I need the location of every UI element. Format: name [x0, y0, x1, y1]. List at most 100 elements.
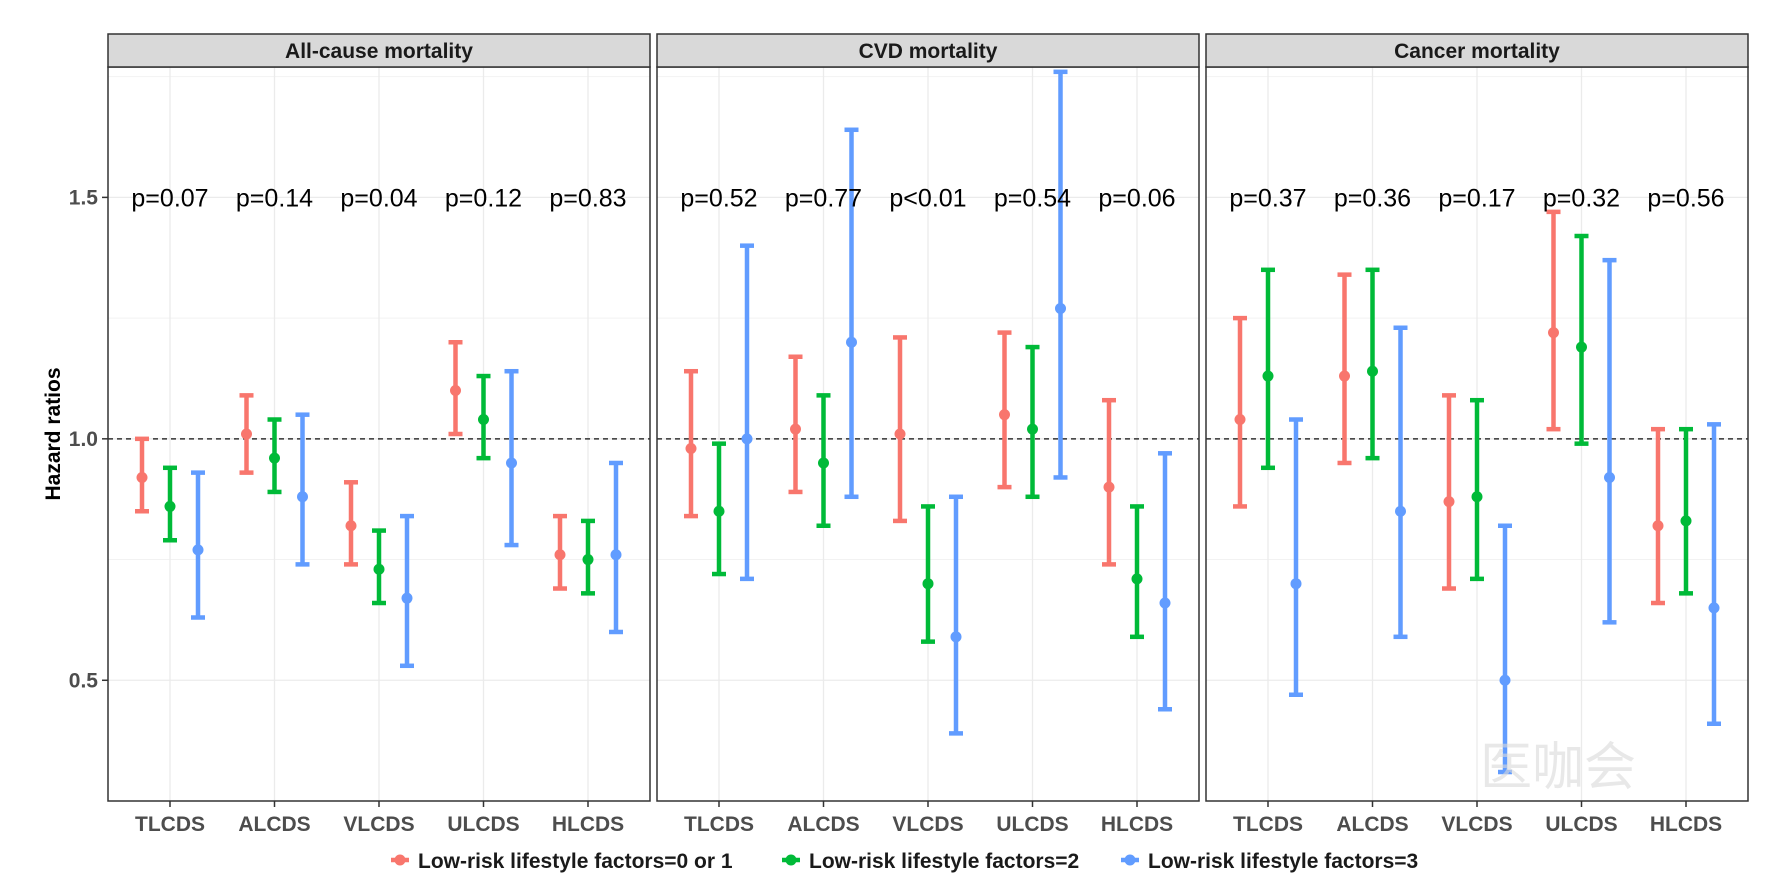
estimate-point [506, 457, 517, 469]
panels: p=0.07 p=0.14 p=0.04 p=0.12 p=0.83 All-cause … [107, 33, 1749, 836]
x-tick-label: VLCDS [1441, 813, 1512, 836]
p-value-label: p=0.77 [785, 184, 862, 212]
errorbar-VLCDS-series-2 [921, 504, 935, 644]
errorbar-TLCDS-series-3 [1289, 417, 1303, 698]
p-value-label: p=0.32 [1543, 184, 1620, 212]
estimate-point [922, 578, 934, 590]
estimate-point [1576, 341, 1587, 353]
panel-2: p=0.52 p=0.77 p<0.01 p=0.54 p=0.06 CVD mortal… [656, 33, 1200, 836]
estimate-point [582, 554, 594, 566]
estimate-point [790, 423, 801, 435]
y-axis-label: Hazard ratios [42, 367, 65, 500]
legend-key-point [785, 854, 797, 866]
panel-3: p=0.37 p=0.36 p=0.17 p=0.32 p=0.56 Cancer mor… [1205, 33, 1749, 836]
estimate-point [297, 491, 308, 503]
x-tick-label: ALCDS [1336, 813, 1408, 836]
panel-title: Cancer mortality [1394, 40, 1560, 63]
y-tick-label: 1.5 [69, 186, 99, 209]
estimate-point [1131, 573, 1143, 585]
errorbar-HLCDS-series-3 [609, 460, 623, 635]
legend-label: Low-risk lifestyle factors=0 or 1 [418, 850, 733, 873]
errorbar-ULCDS-series-1 [997, 330, 1012, 490]
x-tick-label: TLCDS [135, 813, 205, 836]
errorbar-VLCDS-series-3 [1498, 523, 1512, 775]
estimate-point [1159, 597, 1171, 609]
estimate-point [554, 549, 566, 561]
x-tick-label: ALCDS [787, 813, 859, 836]
estimate-point [1027, 423, 1038, 435]
estimate-point [1262, 370, 1274, 382]
errorbar-HLCDS-series-3 [1158, 451, 1172, 712]
estimate-point [818, 457, 829, 469]
estimate-point [478, 414, 489, 426]
errorbar-HLCDS-series-2 [1130, 504, 1144, 640]
p-value-label: p=0.56 [1647, 184, 1724, 212]
estimate-point [950, 631, 962, 643]
p-value-label: p=0.36 [1334, 184, 1411, 212]
panel-1: p=0.07 p=0.14 p=0.04 p=0.12 p=0.83 All-cause … [107, 33, 651, 836]
y-tick-label: 1.0 [69, 428, 98, 451]
estimate-point [846, 336, 857, 348]
estimate-point [401, 592, 413, 604]
errorbar-ULCDS-series-2 [1574, 233, 1589, 446]
x-tick-label: VLCDS [343, 813, 414, 836]
errorbar-ULCDS-series-1 [1546, 209, 1561, 432]
errorbar-HLCDS-series-1 [1102, 397, 1116, 567]
estimate-point [1499, 674, 1511, 686]
errorbar-ALCDS-series-2 [1365, 267, 1380, 461]
x-tick-label: TLCDS [1233, 813, 1303, 836]
estimate-point [713, 505, 725, 517]
x-tick-label: VLCDS [892, 813, 963, 836]
errorbar-VLCDS-series-1 [893, 335, 907, 524]
strip-background [656, 33, 1200, 68]
errorbar-VLCDS-series-3 [400, 513, 414, 669]
estimate-point [1548, 327, 1559, 339]
strip-background [107, 33, 651, 68]
estimate-point [685, 442, 697, 454]
errorbar-TLCDS-series-3 [191, 470, 205, 620]
estimate-point [164, 500, 176, 512]
y-tick-label: 0.5 [69, 669, 99, 692]
errorbar-HLCDS-series-3 [1707, 422, 1721, 726]
errorbar-ULCDS-series-3 [504, 368, 519, 548]
errorbar-TLCDS-series-1 [1233, 315, 1247, 509]
estimate-point [999, 409, 1010, 421]
legend: Low-risk lifestyle factors=0 or 1 Low-ris… [391, 850, 1418, 873]
errorbar-ALCDS-series-3 [844, 127, 859, 500]
p-value-label: p=0.17 [1438, 184, 1515, 212]
x-tick-label: ULCDS [447, 813, 519, 836]
errorbar-ALCDS-series-1 [239, 393, 254, 475]
estimate-point [1055, 302, 1066, 314]
errorbar-ULCDS-series-3 [1602, 257, 1617, 625]
errorbar-TLCDS-series-2 [163, 465, 177, 543]
panel-title: All-cause mortality [285, 40, 473, 63]
p-value-label: p=0.07 [131, 184, 208, 212]
estimate-point [1290, 578, 1302, 590]
p-value-label: p=0.37 [1229, 184, 1306, 212]
errorbar-VLCDS-series-1 [1442, 393, 1456, 591]
errorbar-ALCDS-series-2 [816, 393, 831, 528]
estimate-point [450, 385, 461, 397]
estimate-point [136, 471, 148, 483]
errorbar-HLCDS-series-1 [1651, 426, 1665, 606]
legend-item-1: Low-risk lifestyle factors=0 or 1 [391, 850, 733, 873]
errorbar-TLCDS-series-2 [1261, 267, 1275, 471]
estimate-point [1103, 481, 1115, 493]
legend-item-2: Low-risk lifestyle factors=2 [782, 850, 1079, 873]
estimate-point [741, 433, 753, 445]
x-tick-label: ULCDS [996, 813, 1068, 836]
errorbar-ALCDS-series-3 [1393, 325, 1408, 640]
errorbar-TLCDS-series-3 [740, 243, 754, 582]
estimate-point [1443, 496, 1455, 508]
estimate-point [241, 428, 252, 440]
x-tick-label: HLCDS [1650, 813, 1722, 836]
errorbar-VLCDS-series-2 [372, 528, 386, 606]
errorbar-ALCDS-series-2 [267, 417, 282, 495]
x-tick-label: ULCDS [1545, 813, 1617, 836]
p-value-label: p=0.52 [680, 184, 757, 212]
watermark-text: 医咖会 [1480, 738, 1636, 798]
watermark: 医咖会 [1480, 738, 1636, 798]
estimate-point [1471, 491, 1483, 503]
estimate-point [610, 549, 622, 561]
